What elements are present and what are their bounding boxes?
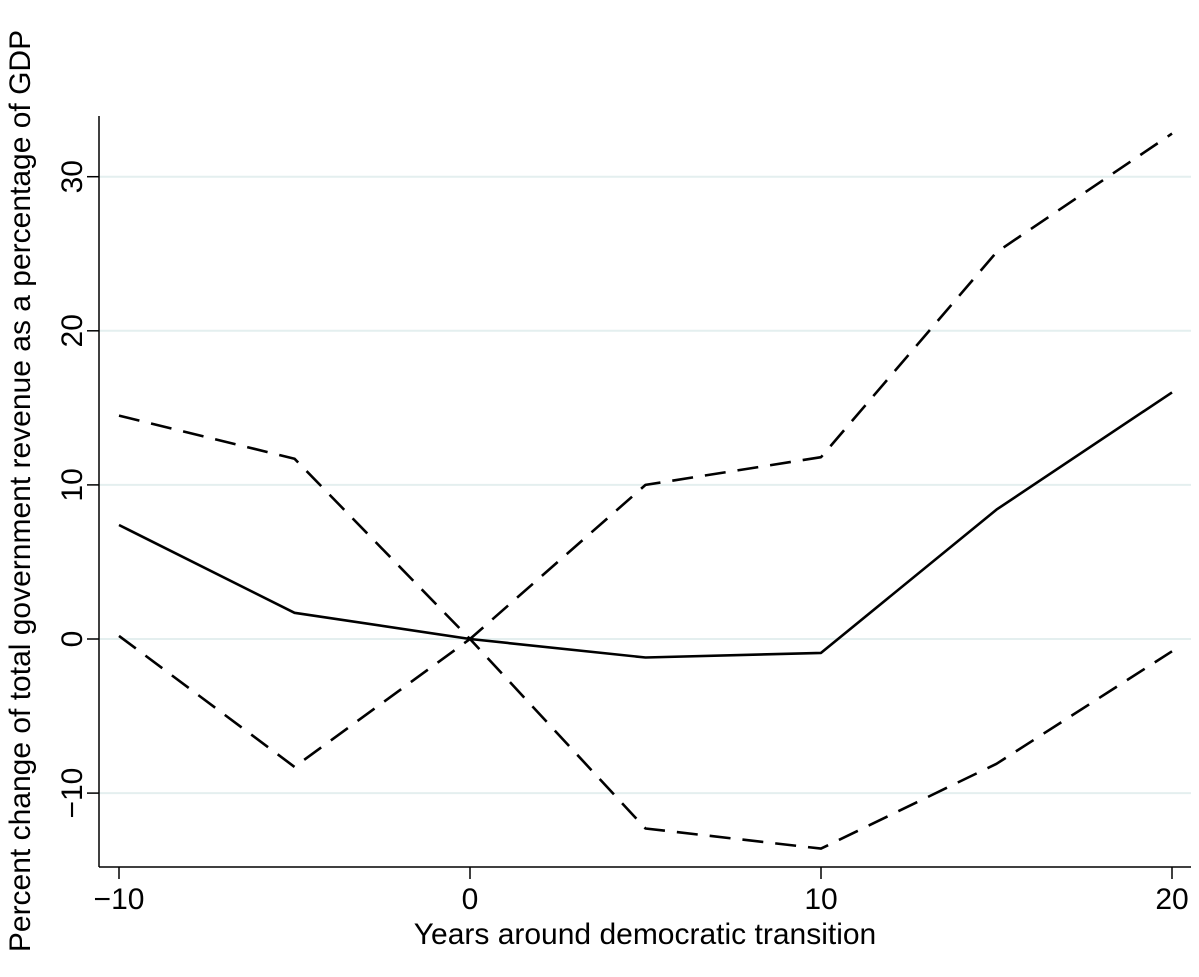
- confidence-bound-line-2: [118, 634, 1173, 850]
- estimate-line: [118, 391, 1173, 659]
- axes: [98, 116, 1191, 868]
- y-axis-label: Percent change of total government reven…: [4, 30, 37, 952]
- x-axis-label: Years around democratic transition: [414, 918, 876, 951]
- y-tick-label: 30: [56, 160, 89, 193]
- x-tick-label: 20: [1155, 883, 1188, 916]
- y-tick-label: −10: [56, 768, 89, 819]
- series-lines: [118, 132, 1173, 850]
- y-tick-label: 20: [56, 314, 89, 347]
- tick-marks: −10 0 10 20 30 −10 0 10 20: [56, 160, 1189, 916]
- y-tick-label: 10: [56, 468, 89, 501]
- x-tick-label: 0: [462, 883, 479, 916]
- x-tick-label: −10: [94, 883, 145, 916]
- x-tick-label: 10: [804, 883, 837, 916]
- y-tick-label: 0: [56, 631, 89, 648]
- confidence-bound-line-1: [118, 132, 1173, 641]
